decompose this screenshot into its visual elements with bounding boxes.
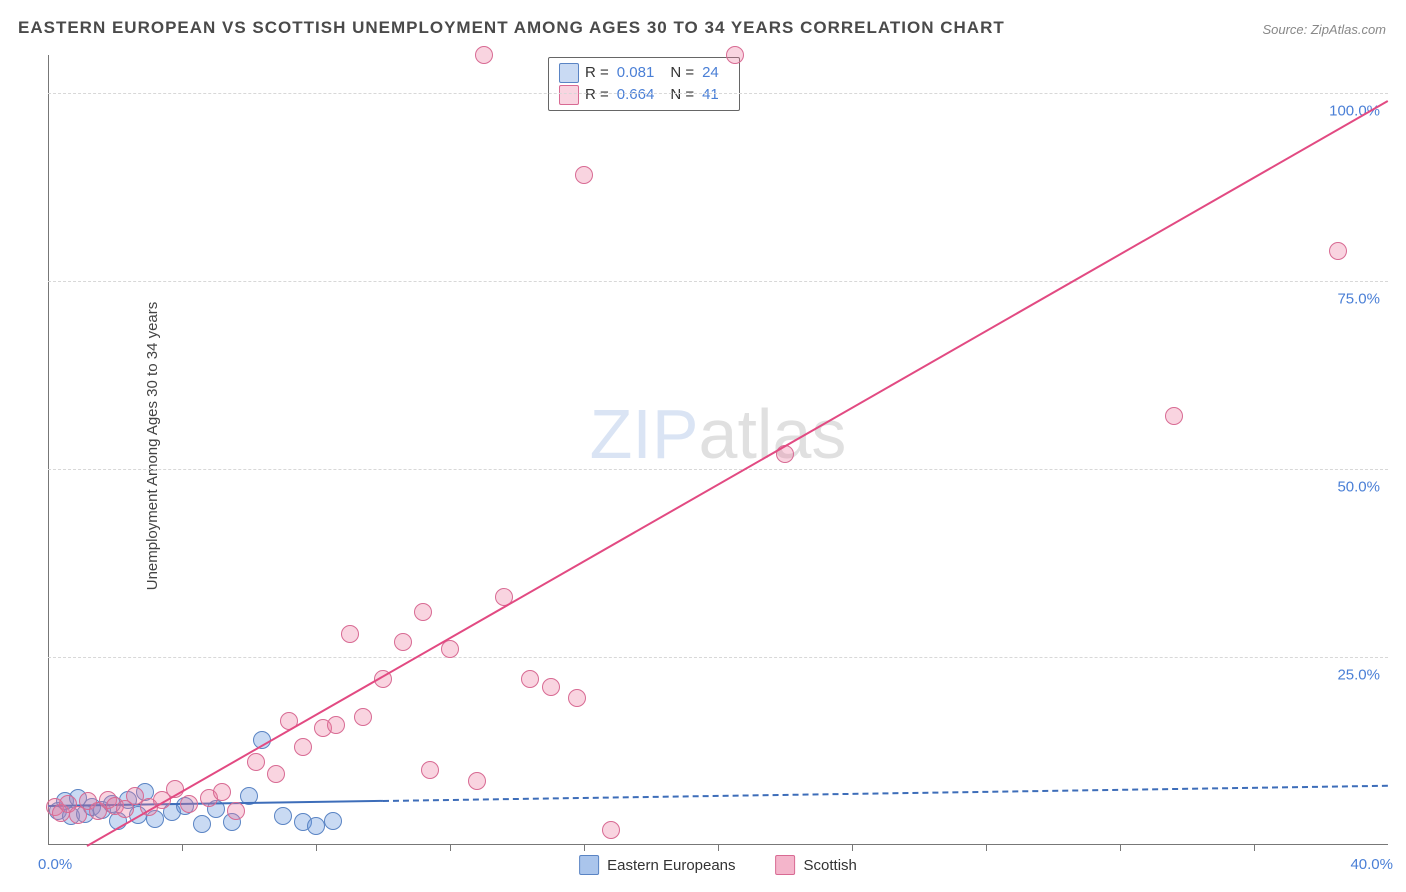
y-tick-label: 25.0% <box>1337 666 1380 683</box>
legend-r-label: R = <box>585 62 609 84</box>
data-point <box>542 678 560 696</box>
data-point <box>1329 242 1347 260</box>
legend-row: R = 0.664 N = 41 <box>559 84 729 106</box>
data-point <box>475 46 493 64</box>
legend-swatch <box>559 63 579 83</box>
legend-r-value: 0.664 <box>617 84 655 106</box>
legend-n-label: N = <box>670 84 694 106</box>
data-point <box>468 772 486 790</box>
data-point <box>394 633 412 651</box>
data-point <box>521 670 539 688</box>
data-point <box>267 765 285 783</box>
x-origin-label: 0.0% <box>38 856 72 873</box>
x-tick <box>852 845 853 851</box>
trend-line <box>383 785 1388 802</box>
legend-n-value: 41 <box>702 84 719 106</box>
data-point <box>441 640 459 658</box>
data-point <box>354 708 372 726</box>
legend-item: Scottish <box>776 855 857 875</box>
data-point <box>247 753 265 771</box>
legend-r-value: 0.081 <box>617 62 655 84</box>
data-point <box>575 166 593 184</box>
data-point <box>1165 407 1183 425</box>
grid-line <box>48 93 1388 94</box>
watermark-zip: ZIP <box>590 395 699 473</box>
legend-swatch <box>579 855 599 875</box>
y-tick-label: 75.0% <box>1337 290 1380 307</box>
x-tick <box>584 845 585 851</box>
y-axis <box>48 55 49 845</box>
data-point <box>414 603 432 621</box>
source-attribution: Source: ZipAtlas.com <box>1262 22 1386 37</box>
legend-swatch <box>559 85 579 105</box>
data-point <box>227 802 245 820</box>
data-point <box>213 783 231 801</box>
data-point <box>294 738 312 756</box>
legend-label: Eastern Europeans <box>607 857 735 874</box>
legend-n-value: 24 <box>702 62 719 84</box>
x-tick <box>986 845 987 851</box>
data-point <box>324 812 342 830</box>
series-legend: Eastern Europeans Scottish <box>579 855 857 875</box>
watermark-atlas: atlas <box>699 395 847 473</box>
correlation-legend: R = 0.081 N = 24 R = 0.664 N = 41 <box>548 57 740 111</box>
data-point <box>180 795 198 813</box>
grid-line <box>48 281 1388 282</box>
x-tick <box>182 845 183 851</box>
data-point <box>327 716 345 734</box>
grid-line <box>48 469 1388 470</box>
data-point <box>274 807 292 825</box>
data-point <box>726 46 744 64</box>
data-point <box>421 761 439 779</box>
legend-label: Scottish <box>804 857 857 874</box>
trend-line <box>87 100 1389 847</box>
data-point <box>193 815 211 833</box>
legend-item: Eastern Europeans <box>579 855 735 875</box>
data-point <box>602 821 620 839</box>
scatter-plot: ZIPatlas R =0.081N =24R =0.664N =41 0.0%… <box>48 55 1388 845</box>
grid-line <box>48 657 1388 658</box>
x-tick <box>718 845 719 851</box>
x-max-label: 40.0% <box>1350 856 1393 873</box>
legend-n-label: N = <box>670 62 694 84</box>
chart-title: EASTERN EUROPEAN VS SCOTTISH UNEMPLOYMEN… <box>18 18 1005 38</box>
y-tick-label: 50.0% <box>1337 478 1380 495</box>
data-point <box>568 689 586 707</box>
data-point <box>341 625 359 643</box>
x-tick <box>1254 845 1255 851</box>
x-tick <box>316 845 317 851</box>
data-point <box>307 817 325 835</box>
legend-r-label: R = <box>585 84 609 106</box>
legend-row: R = 0.081 N = 24 <box>559 62 729 84</box>
x-tick <box>1120 845 1121 851</box>
x-tick <box>450 845 451 851</box>
legend-swatch <box>776 855 796 875</box>
